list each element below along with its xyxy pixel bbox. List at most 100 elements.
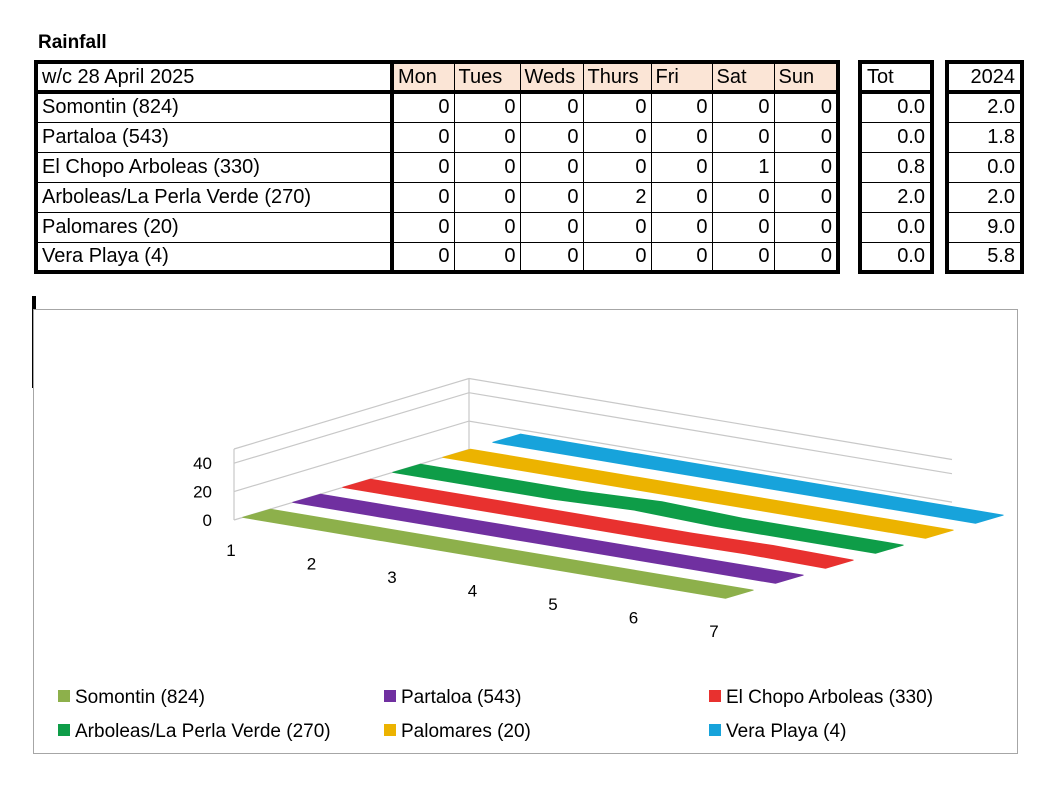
rainfall-cell: 0	[582, 91, 652, 123]
legend-swatch	[58, 724, 70, 736]
rainfall-cell: 0	[453, 121, 521, 153]
series-ribbon-1	[242, 508, 754, 599]
day-header-sun: Sun	[773, 60, 840, 94]
tot-header: Tot	[858, 60, 934, 94]
rainfall-cell: 0	[391, 181, 455, 213]
rainfall-cell: 0	[519, 241, 584, 274]
day-header-thu: Thurs	[582, 60, 652, 94]
day-header-mon: Mon	[391, 60, 455, 94]
rainfall-cell: 0	[773, 91, 840, 123]
prev-year-header: 2024	[945, 60, 1024, 94]
day-header-fri: Fri	[650, 60, 713, 94]
table-header-row: w/c 28 April 2025 Mon Tues Weds Thurs Fr…	[34, 60, 840, 94]
back-wall-edge	[468, 377, 953, 461]
x-tick-label: 1	[226, 541, 235, 560]
rainfall-cell: 0	[711, 91, 775, 123]
day-header-sat: Sat	[711, 60, 775, 94]
rainfall-cell: 0	[453, 91, 521, 123]
legend-swatch	[384, 724, 396, 736]
rainfall-cell: 0	[711, 211, 775, 243]
total-cell: 0.8	[858, 151, 934, 183]
y-tick-label: 20	[193, 483, 212, 502]
y-tick-label: 40	[193, 454, 212, 473]
table-row: Somontin (824) 0 0 0 0 0 0 0	[34, 91, 840, 123]
rainfall-cell: 0	[453, 241, 521, 274]
day-header-tue: Tues	[453, 60, 521, 94]
rainfall-cell: 0	[582, 121, 652, 153]
x-tick-label: 4	[468, 582, 477, 601]
rainfall-cell: 0	[650, 121, 713, 153]
y-tick-label: 0	[203, 511, 212, 530]
rainfall-cell: 0	[650, 241, 713, 274]
legend-label: Somontin (824)	[75, 687, 205, 708]
table-row: Palomares (20) 0 0 0 0 0 0 0	[34, 211, 840, 243]
x-tick-label: 7	[709, 622, 718, 641]
table-row: El Chopo Arboleas (330) 0 0 0 0 0 1 0	[34, 151, 840, 183]
station-name: Partaloa (543)	[34, 121, 394, 153]
legend-label: El Chopo Arboleas (330)	[726, 687, 933, 708]
chart-area: 0 20 40 1 2 3 4 5 6 7 Somontin (824) Partaloa (543…	[33, 309, 1018, 754]
total-cell: 2.0	[858, 181, 934, 213]
rainfall-cell: 0	[773, 121, 840, 153]
legend-label: Palomares (20)	[401, 721, 531, 742]
rainfall-cell: 0	[391, 211, 455, 243]
rainfall-cell: 0	[519, 181, 584, 213]
rainfall-cell: 0	[391, 91, 455, 123]
legend-label: Partaloa (543)	[401, 687, 521, 708]
rainfall-cell: 0	[773, 181, 840, 213]
total-cell: 0.0	[858, 241, 934, 274]
station-name: Somontin (824)	[34, 91, 394, 123]
rainfall-cell: 0	[391, 151, 455, 183]
series-ribbon-2	[292, 493, 804, 584]
table-row: Vera Playa (4) 0 0 0 0 0 0 0	[34, 241, 840, 274]
rainfall-cell: 0	[650, 151, 713, 183]
rainfall-cell: 0	[519, 91, 584, 123]
rainfall-cell: 0	[453, 181, 521, 213]
station-name: Arboleas/La Perla Verde (270)	[34, 181, 394, 213]
table-row: Arboleas/La Perla Verde (270) 0 0 0 2 0 0 0	[34, 181, 840, 213]
rainfall-cell: 0	[582, 241, 652, 274]
rainfall-cell: 1	[711, 151, 775, 183]
table-title: Rainfall	[38, 32, 107, 53]
prev-year-cell: 1.8	[945, 121, 1024, 153]
rainfall-cell: 0	[453, 151, 521, 183]
station-name: El Chopo Arboleas (330)	[34, 151, 394, 183]
total-table: Tot 0.0 0.0 0.8 2.0 0.0 0.0	[858, 60, 934, 274]
x-tick-label: 6	[629, 609, 638, 628]
rainfall-3d-chart: 0 20 40 1 2 3 4 5 6 7 Somontin (824) Partaloa (543…	[58, 377, 1004, 742]
series-ribbon-5	[442, 448, 954, 539]
gridline	[233, 392, 953, 475]
x-tick-label: 3	[387, 568, 396, 587]
rainfall-cell: 0	[519, 151, 584, 183]
total-cell: 0.0	[858, 211, 934, 243]
prev-year-cell: 5.8	[945, 241, 1024, 274]
rainfall-cell: 0	[773, 211, 840, 243]
series-ribbon-4	[392, 463, 904, 554]
rainfall-cell: 0	[519, 121, 584, 153]
prev-year-cell: 2.0	[945, 181, 1024, 213]
gridline	[233, 420, 953, 503]
legend-swatch	[709, 690, 721, 702]
rainfall-cell: 0	[773, 151, 840, 183]
rainfall-cell: 0	[453, 211, 521, 243]
rainfall-cell: 0	[711, 181, 775, 213]
legend-swatch	[58, 690, 70, 702]
rainfall-cell: 0	[582, 151, 652, 183]
rainfall-cell: 0	[391, 241, 455, 274]
rainfall-cell: 2	[582, 181, 652, 213]
prev-year-cell: 0.0	[945, 151, 1024, 183]
series-ribbon-3	[342, 478, 854, 569]
rainfall-cell: 0	[711, 241, 775, 274]
rainfall-cell: 0	[650, 211, 713, 243]
rainfall-cell: 0	[650, 91, 713, 123]
station-name: Vera Playa (4)	[34, 241, 394, 274]
x-tick-label: 5	[548, 595, 557, 614]
rainfall-cell: 0	[391, 121, 455, 153]
rainfall-cell: 0	[773, 241, 840, 274]
prev-year-cell: 2.0	[945, 91, 1024, 123]
legend-swatch	[384, 690, 396, 702]
rainfall-cell: 0	[582, 211, 652, 243]
legend-swatch	[709, 724, 721, 736]
rainfall-cell: 0	[711, 121, 775, 153]
prev-year-cell: 9.0	[945, 211, 1024, 243]
